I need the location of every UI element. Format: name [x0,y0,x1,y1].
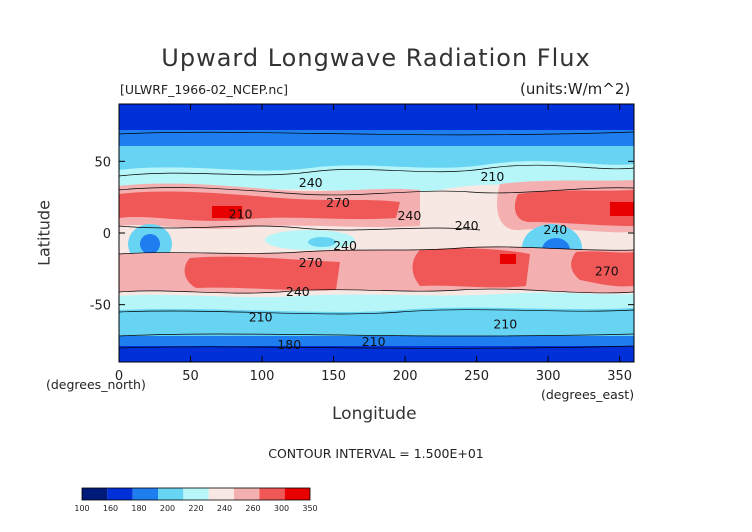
band-antarctic-blue [119,346,634,362]
contour-line [119,246,634,255]
colorbar-label: 240 [217,504,232,513]
contour-label: 240 [286,284,310,299]
colorbar-swatch [132,488,158,500]
colorbar-swatch [259,488,285,500]
contour-label: 210 [493,317,517,332]
x-tick-label: 300 [536,369,561,384]
x-tick-label: 350 [607,369,632,384]
y-axis-ticks: -50 0 50 [90,155,634,314]
x-tick-label: 100 [250,369,275,384]
colorbar-frame [81,487,311,501]
contour-line [119,187,634,196]
colorbar-swatch [107,488,133,500]
colorbar-label: 160 [103,504,118,513]
colorbar-label: 180 [131,504,146,513]
x-axis-label: Longitude [332,404,417,424]
contour-label: 240 [397,208,421,223]
contour-line [119,164,634,177]
colorbar-label: 200 [160,504,175,513]
band-north-light-cyan [119,161,634,194]
y-tick-label: 50 [94,155,111,170]
colorbar-label: 100 [74,504,89,513]
contour-label: 180 [277,337,301,352]
band-south-cyan [119,307,634,336]
colorbar-swatch [82,488,108,500]
contour-interval-label: CONTOUR INTERVAL = 1.500E+01 [268,446,484,461]
patch-max-red-east [610,202,634,216]
patch-max-red-west [212,206,242,218]
contour-label: 210 [362,334,386,349]
band-south-red-west [184,256,340,291]
x-axis-ticks: 0 50 100 150 200 250 300 350 [115,104,632,384]
y-tick-label: 0 [103,227,111,242]
contour-line [119,225,481,231]
x-tick-label: 200 [393,369,418,384]
chart-title: Upward Longwave Radiation Flux [161,44,591,72]
x-tick-label: 50 [182,369,199,384]
contour-label: 210 [480,169,504,184]
contour-label: 210 [229,206,253,221]
band-south-red-east [571,251,634,287]
x-tick-label: 250 [464,369,489,384]
y-tick-label: -50 [90,299,111,314]
band-arctic-blue [119,104,634,134]
contour-lines [119,131,634,349]
contour-line [119,309,634,315]
contour-label: 270 [595,264,619,279]
source-file-label: [ULWRF_1966-02_NCEP.nc] [120,82,289,97]
colorbar-label: 350 [302,504,317,513]
colorbar-swatch [183,488,209,500]
contour-label: 210 [249,310,273,325]
band-north-mid-blue [119,130,634,146]
patch-africa-convection-core [140,234,160,254]
contour-label: 270 [326,195,350,210]
x-tick-label: 150 [321,369,346,384]
colorbar-label: 260 [245,504,260,513]
contour-line [119,288,634,294]
contour-line [119,131,634,136]
x-coord-units-label: (degrees_east) [541,387,635,402]
band-south-mid-blue [119,336,634,348]
colorbar-swatch [284,488,310,500]
contour-label: 270 [299,255,323,270]
band-north-red-east [514,190,634,226]
contour-label: 240 [333,238,357,253]
x-tick-label: 0 [115,369,123,384]
band-north-red-west [119,191,400,221]
colorbar-swatch [234,488,260,500]
colorbar-label: 220 [188,504,203,513]
colorbar-label: 300 [274,504,289,513]
colorbar: 100 160 180 200 220 240 260 300 350 [74,487,318,513]
units-label: (units:W/m^2) [520,80,631,98]
contour-label: 240 [543,222,567,237]
contour-label: 240 [299,175,323,190]
colorbar-swatch [158,488,184,500]
patch-max-red-south [500,254,516,264]
patch-maritime-convection-core [308,237,336,247]
contour-label: 240 [455,218,479,233]
contour-line [119,345,634,349]
y-coord-units-label: (degrees_north) [46,377,146,392]
colorbar-swatch [208,488,234,500]
contour-line [119,333,634,337]
